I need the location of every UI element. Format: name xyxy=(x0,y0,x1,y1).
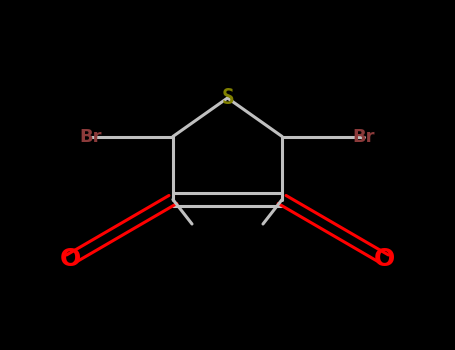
Text: O: O xyxy=(374,247,395,271)
Text: S: S xyxy=(221,88,234,108)
Text: Br: Br xyxy=(80,127,102,146)
Text: Br: Br xyxy=(353,127,375,146)
Text: O: O xyxy=(60,247,81,271)
